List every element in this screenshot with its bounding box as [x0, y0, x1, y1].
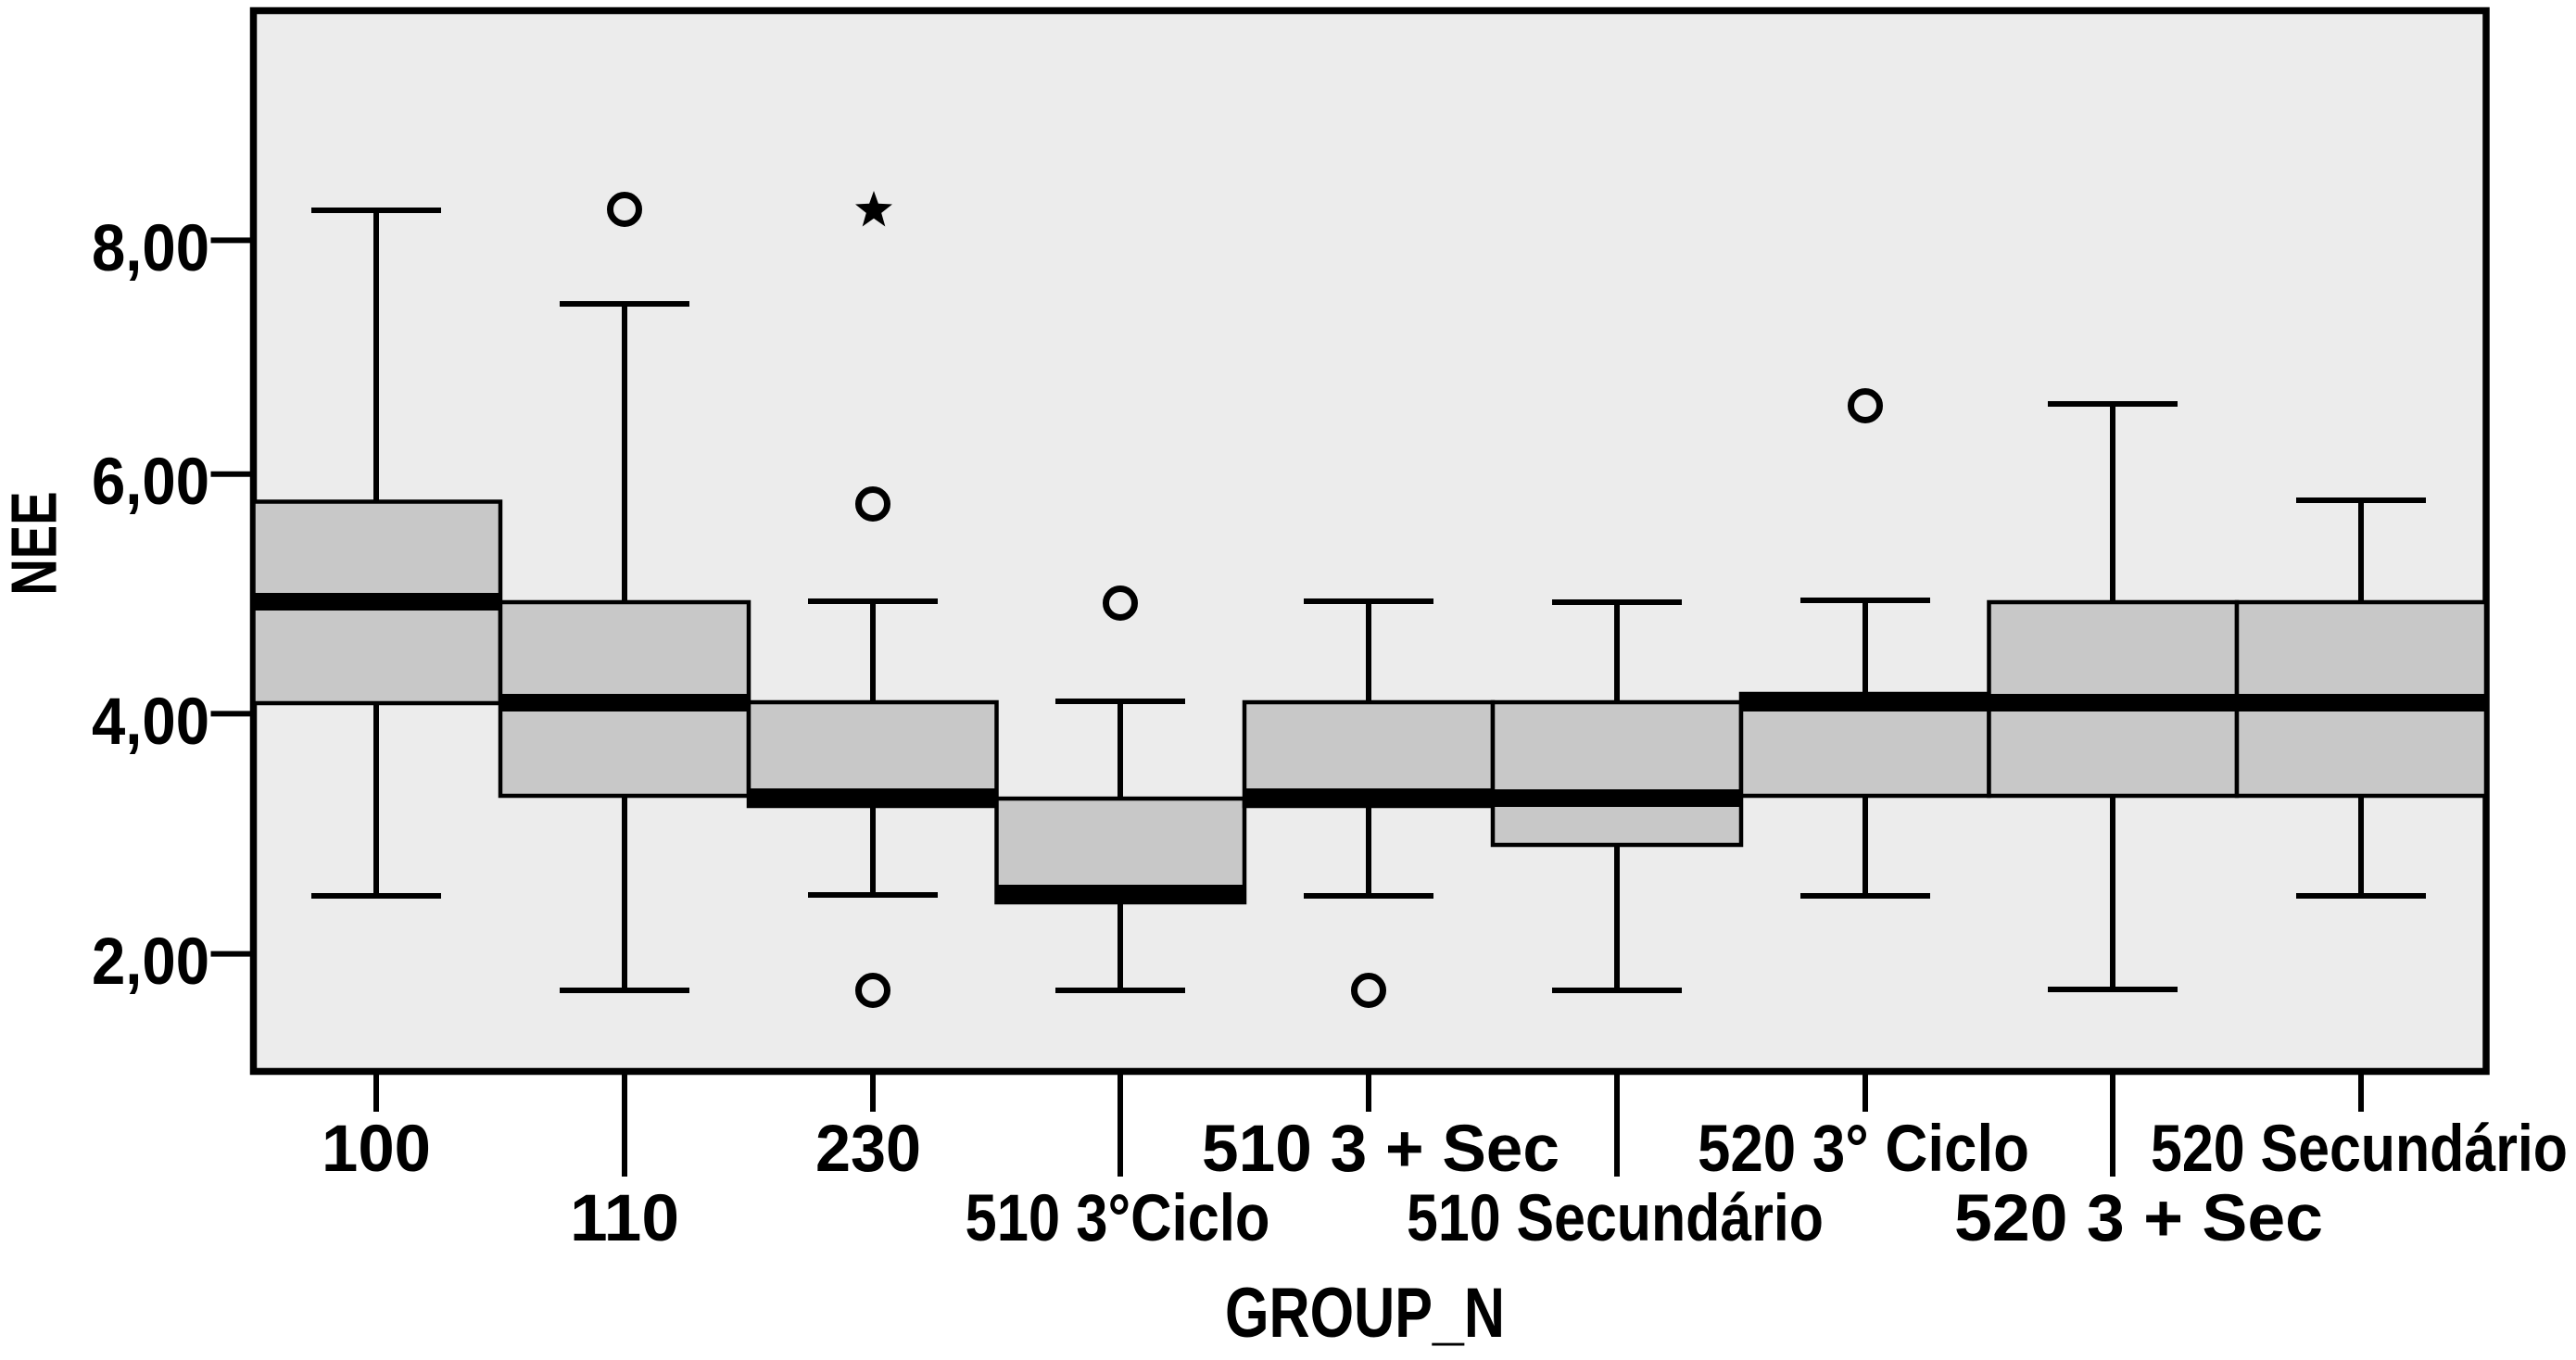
- svg-text:520 3° Ciclo: 520 3° Ciclo: [1698, 1113, 2029, 1186]
- svg-text:NEE: NEE: [0, 491, 70, 595]
- svg-text:520 3 + Sec: 520 3 + Sec: [1954, 1182, 2323, 1255]
- svg-text:510 3°Ciclo: 510 3°Ciclo: [966, 1182, 1270, 1255]
- svg-text:6,00: 6,00: [92, 446, 209, 519]
- svg-text:110: 110: [570, 1182, 679, 1255]
- svg-text:510 Secundário: 510 Secundário: [1407, 1182, 1824, 1255]
- svg-text:520 Secundário: 520 Secundário: [2151, 1113, 2568, 1186]
- svg-text:4,00: 4,00: [92, 686, 209, 759]
- svg-text:230: 230: [815, 1113, 921, 1186]
- svg-text:8,00: 8,00: [92, 212, 209, 285]
- svg-text:GROUP_N: GROUP_N: [1225, 1274, 1505, 1353]
- svg-text:100: 100: [322, 1113, 431, 1186]
- svg-text:2,00: 2,00: [92, 926, 209, 999]
- svg-text:510 3 + Sec: 510 3 + Sec: [1202, 1113, 1559, 1186]
